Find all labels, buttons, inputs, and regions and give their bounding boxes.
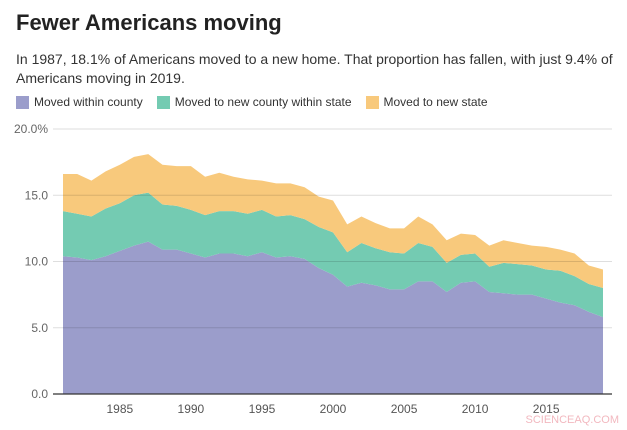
x-tick-label: 1985: [106, 402, 133, 416]
legend-item: Moved to new county within state: [156, 95, 352, 109]
x-tick-label: 2015: [533, 402, 560, 416]
legend-item: Moved to new state: [365, 95, 488, 109]
y-tick-label: 15.0: [25, 188, 49, 202]
area-series-3: [63, 154, 603, 288]
area-series-2: [63, 192, 603, 318]
legend-item: Moved within county: [16, 95, 143, 109]
legend-label: Moved to new state: [383, 95, 488, 109]
legend-swatch: [365, 95, 379, 109]
y-tick-label: 20.0%: [14, 122, 48, 136]
x-tick-label: 1990: [178, 402, 205, 416]
legend-swatch: [16, 95, 29, 109]
y-tick-label: 5.0: [31, 321, 48, 335]
legend-label: Moved within county: [34, 95, 143, 109]
chart-subtitle: In 1987, 18.1% of Americans moved to a n…: [16, 51, 613, 86]
legend: Moved within county Moved to new county …: [16, 95, 488, 109]
x-tick-label: 2010: [462, 402, 489, 416]
area-series-1: [63, 241, 603, 394]
legend-swatch: [156, 95, 170, 109]
watermark: SCIENCEAQ.COM: [525, 414, 619, 426]
legend-label: Moved to new county within state: [174, 95, 352, 109]
x-tick-label: 2000: [320, 402, 347, 416]
x-tick-label: 2005: [391, 402, 418, 416]
x-tick-label: 1995: [249, 402, 276, 416]
y-tick-label: 0.0: [31, 387, 48, 401]
chart-title: Fewer Americans moving: [16, 10, 282, 35]
y-tick-label: 10.0: [25, 255, 49, 269]
